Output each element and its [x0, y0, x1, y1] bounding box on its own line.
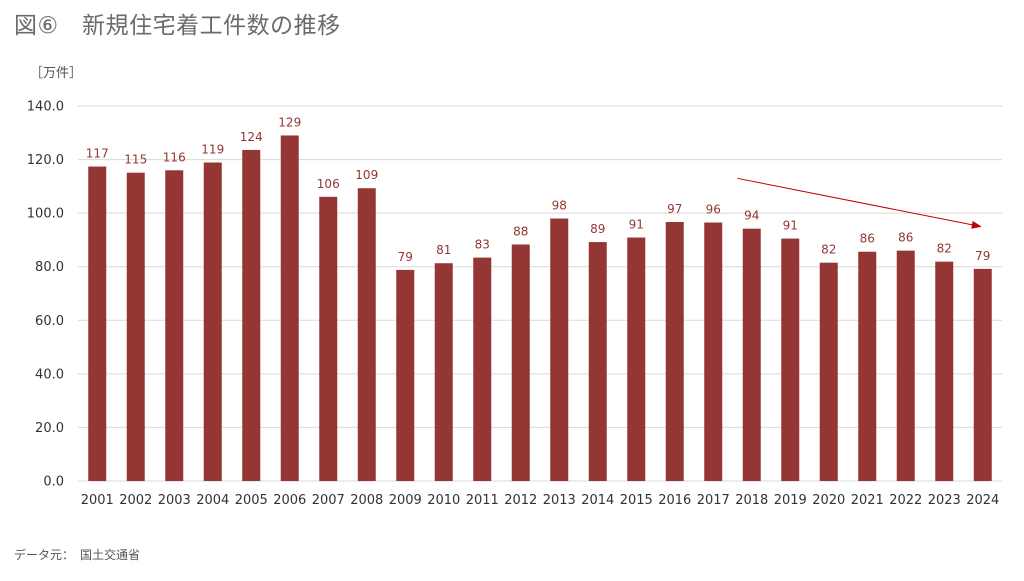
data-label: 96	[706, 203, 721, 217]
x-tick-label: 2001	[81, 493, 114, 508]
data-source-note: データ元： 国土交通省	[14, 548, 141, 562]
bar	[242, 149, 261, 481]
x-tick-label: 2018	[735, 493, 768, 508]
y-axis-unit-label: ［万件］	[30, 66, 83, 81]
bar	[819, 262, 838, 481]
bar	[858, 251, 877, 481]
x-tick-label: 2022	[889, 493, 922, 508]
x-tick-label: 2007	[312, 493, 345, 508]
data-label: 91	[783, 219, 798, 233]
x-tick-label: 2020	[812, 493, 845, 508]
data-labels: 117 115 116 119 124 129 106 109 79 81 83 88 98 89 91 97…	[86, 115, 991, 263]
data-label: 98	[552, 199, 567, 213]
data-label: 88	[513, 224, 528, 238]
data-label: 97	[667, 202, 682, 216]
data-label: 81	[436, 243, 451, 257]
y-tick-label: 60.0	[35, 314, 64, 329]
bar	[896, 250, 915, 481]
data-label: 83	[475, 238, 490, 252]
bar	[588, 242, 607, 481]
x-tick-label: 2002	[119, 493, 152, 508]
trend-arrow	[737, 177, 982, 229]
x-tick-label: 2015	[620, 493, 653, 508]
bar	[935, 261, 954, 481]
bar	[203, 162, 222, 481]
y-tick-label: 20.0	[35, 421, 64, 436]
y-tick-label: 100.0	[27, 207, 64, 222]
trend-arrow-layer	[737, 177, 982, 229]
bar	[319, 196, 338, 481]
data-label: 109	[355, 168, 378, 182]
x-tick-label: 2017	[697, 493, 730, 508]
bar	[165, 170, 184, 482]
bar	[434, 263, 453, 481]
bar	[473, 257, 492, 481]
bar	[396, 269, 415, 481]
data-label: 79	[975, 249, 990, 263]
x-tick-label: 2014	[581, 493, 614, 508]
bar	[550, 218, 569, 481]
x-tick-label: 2023	[928, 493, 961, 508]
data-label: 115	[124, 153, 147, 167]
data-label: 119	[201, 143, 224, 157]
bar	[88, 166, 107, 482]
bar	[781, 238, 800, 481]
x-tick-label: 2004	[196, 493, 229, 508]
bar	[704, 222, 723, 481]
bar	[742, 228, 761, 481]
y-tick-label: 140.0	[27, 100, 64, 115]
bar	[627, 237, 646, 481]
y-tick-label: 120.0	[27, 153, 64, 168]
data-label: 129	[278, 115, 301, 129]
page-title: 図⑥ 新規住宅着工件数の推移	[14, 13, 341, 39]
bar	[357, 188, 376, 481]
bars	[88, 135, 992, 482]
bar	[126, 172, 145, 482]
x-tick-label: 2009	[389, 493, 422, 508]
x-tick-label: 2013	[543, 493, 576, 508]
bar	[665, 221, 684, 481]
data-label: 86	[898, 231, 913, 245]
bar	[973, 268, 992, 481]
bar	[280, 135, 299, 481]
x-axis-ticks: 2001 2002 2003 2004 2005 2006 2007 2008 2009 2010…	[81, 493, 1000, 508]
data-label: 82	[821, 243, 836, 257]
x-tick-label: 2006	[273, 493, 306, 508]
data-label: 94	[744, 209, 759, 223]
data-label: 124	[240, 130, 263, 144]
x-tick-label: 2011	[466, 493, 499, 508]
y-tick-label: 80.0	[35, 260, 64, 275]
data-label: 79	[398, 250, 413, 264]
x-tick-label: 2021	[851, 493, 884, 508]
x-tick-label: 2012	[504, 493, 537, 508]
data-label: 86	[860, 232, 875, 246]
data-label: 89	[590, 222, 605, 236]
x-tick-label: 2008	[350, 493, 383, 508]
data-label: 82	[937, 242, 952, 256]
data-label: 91	[629, 218, 644, 232]
y-tick-label: 40.0	[35, 367, 64, 382]
x-tick-label: 2016	[658, 493, 691, 508]
gridlines	[78, 105, 1002, 482]
data-label: 106	[317, 177, 340, 191]
data-label: 117	[86, 147, 109, 161]
x-tick-label: 2019	[774, 493, 807, 508]
x-tick-label: 2003	[158, 493, 191, 508]
bar	[511, 244, 530, 481]
y-axis-ticks: 0.0 20.0 40.0 60.0 80.0 100.0 120.0 140.0	[27, 100, 64, 490]
x-tick-label: 2005	[235, 493, 268, 508]
x-tick-label: 2010	[427, 493, 460, 508]
y-tick-label: 0.0	[43, 475, 64, 490]
data-label: 116	[163, 150, 186, 164]
x-tick-label: 2024	[966, 493, 999, 508]
